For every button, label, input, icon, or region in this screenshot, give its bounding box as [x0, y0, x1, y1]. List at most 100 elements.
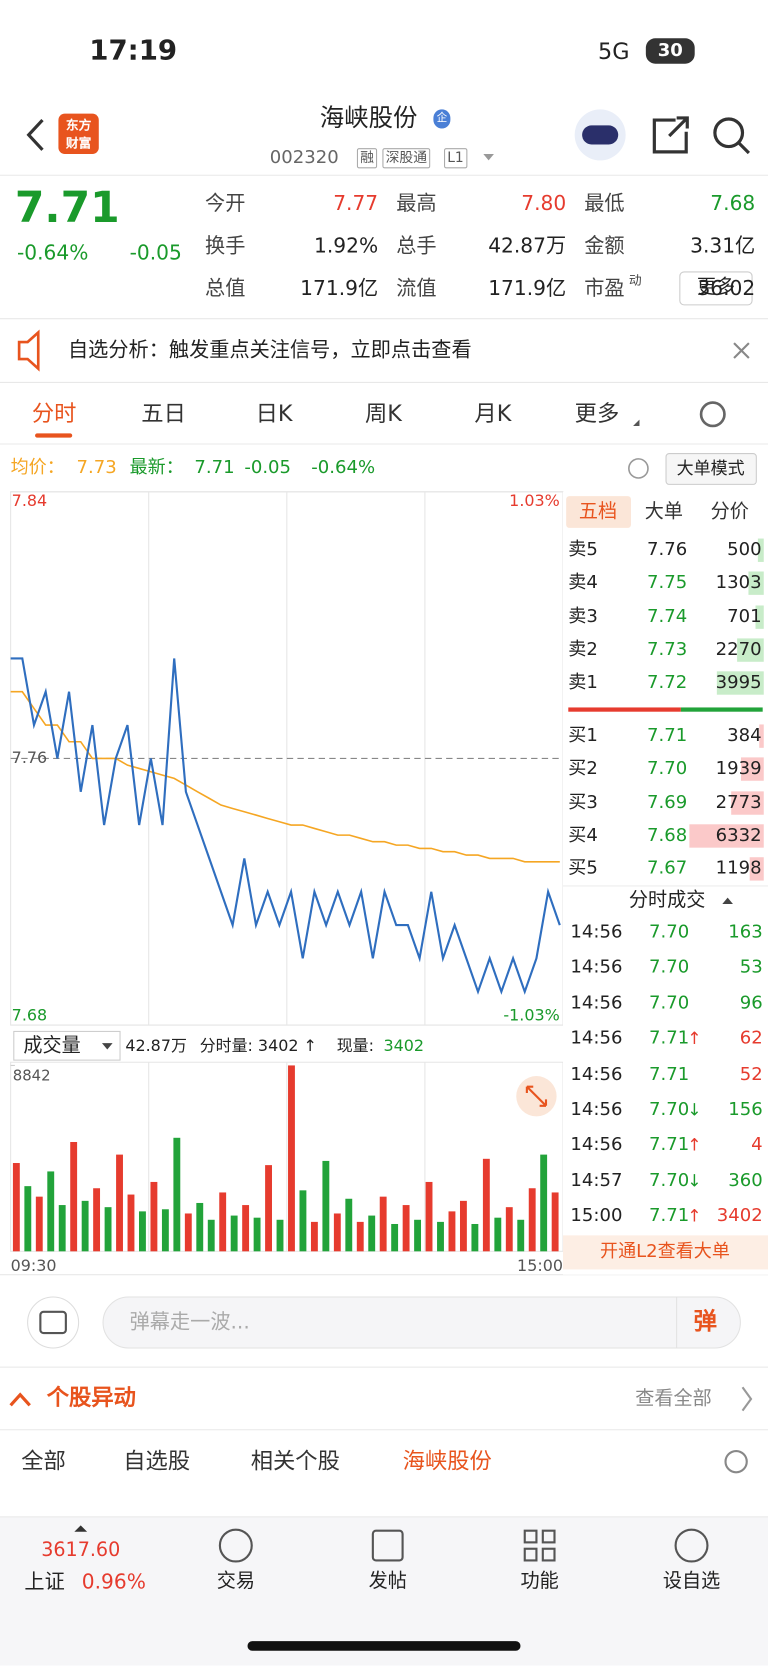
level-volume: 1303 — [715, 572, 762, 594]
change-pct: -0.64% — [16, 241, 89, 266]
danmaku-button[interactable]: 弹 — [693, 1308, 718, 1336]
settings-icon[interactable] — [699, 401, 726, 428]
volume-bar — [471, 1223, 479, 1252]
period-tab[interactable]: 五日 — [141, 400, 186, 427]
speaker-icon — [17, 329, 40, 372]
volume-bar — [437, 1221, 444, 1252]
period-tab[interactable]: 周K — [364, 400, 402, 427]
last-change: -0.05 — [244, 457, 292, 479]
volume-bar — [288, 1065, 295, 1252]
trade-volume: 62 — [739, 1027, 763, 1050]
trade-arrow: ↑ — [687, 1028, 702, 1049]
logo-text: 东方 — [65, 117, 92, 133]
depth-bar — [716, 671, 764, 695]
volume-bar — [12, 1163, 20, 1252]
volume-bar — [402, 1205, 410, 1252]
stat-label: 市盈 — [584, 276, 625, 301]
back-icon[interactable] — [26, 118, 44, 151]
volume-selector-label[interactable]: 成交量 — [23, 1034, 81, 1057]
volume-bar — [173, 1137, 181, 1252]
period-tab[interactable]: 月K — [474, 400, 512, 427]
y-tick-label: 7.68 — [11, 1005, 48, 1025]
volume-bar — [379, 1196, 387, 1252]
avg-price-line — [10, 690, 560, 863]
trade-icon[interactable] — [218, 1528, 253, 1563]
movers-settings-icon[interactable] — [724, 1449, 748, 1474]
movers-tab[interactable]: 相关个股 — [250, 1448, 340, 1474]
orderbook-tab[interactable]: 大单 — [644, 500, 684, 523]
volume-bar — [70, 1141, 78, 1252]
trade-time: 15:00 — [570, 1205, 623, 1227]
view-all[interactable]: 查看全部 — [635, 1387, 712, 1410]
volume-bar — [517, 1219, 525, 1252]
volume-selector[interactable] — [13, 1030, 121, 1061]
view-all-arrow[interactable] — [741, 1386, 753, 1412]
volume-bar — [47, 1171, 55, 1252]
status-time: 17:19 — [89, 35, 178, 67]
code-dropdown[interactable] — [483, 154, 494, 161]
volume-bar — [391, 1223, 399, 1252]
movers-tab[interactable]: 全部 — [21, 1448, 66, 1474]
notice-text[interactable]: 自选分析：触发重点关注信号，立即点击查看 — [67, 338, 472, 362]
l2-banner[interactable] — [562, 1235, 768, 1270]
period-tab[interactable]: 日K — [255, 400, 293, 427]
post-icon[interactable] — [371, 1529, 404, 1562]
trades-title: 分时成交 — [628, 889, 706, 912]
last-change-pct: -0.64% — [311, 457, 376, 479]
comment-input[interactable] — [102, 1296, 741, 1349]
level-label: 卖4 — [568, 572, 598, 594]
period-tab[interactable]: 更多 — [574, 400, 620, 427]
depth-bar — [755, 605, 764, 629]
stock-tag: 深股通 — [382, 148, 431, 169]
stat-label-sup: 动 — [628, 272, 642, 288]
help-icon[interactable] — [628, 458, 649, 479]
stat-label: 最高 — [396, 191, 437, 216]
danmaku-toggle[interactable] — [27, 1296, 80, 1349]
nav-item[interactable]: 交易 — [216, 1569, 255, 1593]
trade-price: 7.71 — [649, 1063, 690, 1085]
comment-placeholder[interactable]: 弹幕走一波... — [129, 1310, 250, 1334]
l2-banner-text[interactable]: 开通L2查看大单 — [600, 1241, 730, 1263]
trade-sort-icon — [722, 897, 733, 904]
stock-badge: 企 — [433, 109, 451, 129]
nav-item[interactable]: 发帖 — [368, 1569, 407, 1593]
index-value: 3617.60 — [41, 1539, 121, 1562]
movers-tab[interactable]: 海峡股份 — [402, 1448, 492, 1474]
movers-tab[interactable]: 自选股 — [123, 1448, 191, 1474]
level-volume: 500 — [727, 539, 762, 561]
nav-item[interactable]: 功能 — [520, 1569, 559, 1593]
orderbook-tab[interactable]: 五档 — [578, 500, 618, 523]
more-button-label[interactable]: 更多 — [696, 276, 736, 299]
collapse-icon[interactable] — [9, 1392, 31, 1407]
mode-label[interactable]: 大单模式 — [676, 457, 745, 479]
search-icon[interactable] — [713, 117, 745, 149]
volume-bar — [459, 1200, 467, 1252]
trade-time: 14:56 — [570, 956, 623, 979]
mode-button[interactable] — [665, 453, 757, 485]
watchlist-icon[interactable] — [674, 1528, 709, 1563]
minute-volume: 分时量: 3402 ↑ — [199, 1036, 317, 1056]
level-price: 7.70 — [647, 757, 688, 780]
level-volume: 2270 — [715, 638, 762, 661]
volume-bar — [104, 1207, 112, 1252]
orderbook-tab-active — [566, 496, 631, 528]
stat-label: 最低 — [584, 191, 625, 216]
level-label: 买5 — [568, 857, 598, 880]
function-icon[interactable] — [523, 1529, 556, 1562]
orderbook-tab[interactable]: 分价 — [710, 500, 749, 523]
volume-bar — [551, 1192, 559, 1252]
share-icon[interactable] — [652, 116, 689, 154]
more-button[interactable] — [679, 271, 753, 306]
nav-item[interactable]: 设自选 — [662, 1569, 721, 1593]
stat-value: 171.9亿 — [488, 276, 567, 301]
volume-bar — [127, 1194, 135, 1252]
stat-value: 3.31亿 — [690, 234, 756, 258]
battery — [645, 38, 695, 64]
period-tab[interactable]: 分时 — [31, 400, 77, 427]
close-icon[interactable] — [733, 342, 750, 359]
volume-bar — [368, 1215, 376, 1252]
volume-bar — [322, 1160, 330, 1252]
volume-bar — [482, 1158, 490, 1252]
volume-bar — [253, 1217, 261, 1252]
